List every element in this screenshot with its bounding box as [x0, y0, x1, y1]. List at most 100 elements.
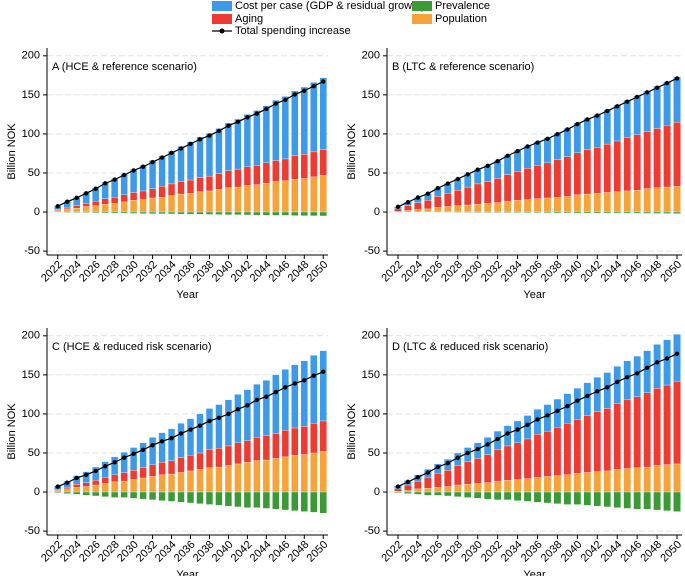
bar-segment	[196, 413, 204, 454]
x-tick-label: 2038	[191, 539, 217, 565]
bar-segment	[464, 211, 472, 213]
bar-segment	[82, 211, 90, 213]
bar-segment	[310, 211, 318, 216]
total-marker	[624, 375, 630, 380]
bar-segment	[215, 189, 223, 213]
bar-segment	[111, 211, 119, 214]
bar-segment	[404, 490, 412, 493]
bar-segment	[513, 479, 522, 493]
bar-segment	[623, 100, 631, 138]
bar-segment	[167, 460, 176, 475]
bar-segment	[673, 334, 681, 382]
x-tick-label: 2036	[519, 539, 545, 565]
bar-segment	[404, 484, 412, 491]
bar-segment	[291, 155, 299, 180]
total-marker	[245, 115, 250, 120]
total-marker	[545, 413, 550, 418]
total-marker	[273, 389, 279, 395]
total-marker	[65, 480, 70, 485]
x-tick-label: 2026	[419, 259, 445, 285]
total-marker	[131, 451, 136, 456]
legend-label: Total spending increase	[235, 25, 351, 37]
bar-segment	[253, 110, 261, 166]
bar-segment	[533, 141, 542, 166]
total-marker	[495, 436, 500, 442]
bar-segment	[454, 190, 462, 206]
total-marker	[405, 199, 411, 205]
bar-segment	[243, 440, 251, 463]
bar-segment	[272, 160, 280, 182]
bar-segment	[543, 137, 552, 163]
bar-segment	[149, 188, 157, 199]
total-marker	[112, 177, 117, 182]
total-marker	[465, 450, 470, 456]
bar-segment	[633, 355, 641, 397]
x-tick-label: 2034	[499, 539, 525, 565]
bar-segment	[434, 473, 442, 488]
total-marker	[575, 121, 580, 127]
bar-segment	[158, 462, 166, 476]
x-tick-label: 2032	[134, 539, 160, 565]
x-tick-label: 2030	[115, 259, 141, 285]
total-marker	[65, 199, 70, 204]
bar-segment	[262, 491, 270, 509]
bar-segment	[291, 179, 299, 213]
bar-segment	[215, 491, 223, 506]
bar-segment	[464, 491, 472, 498]
bar-segment	[215, 128, 223, 174]
total-marker	[615, 379, 620, 385]
bar-segment	[673, 211, 681, 214]
bar-segment	[310, 82, 318, 153]
bar-segment	[483, 454, 492, 483]
bar-segment	[573, 473, 582, 493]
bar-segment	[262, 459, 270, 493]
bar-segment	[300, 211, 308, 216]
y-tick-label: 0	[374, 486, 380, 498]
bar-segment	[583, 211, 592, 214]
bar-segment	[300, 154, 308, 179]
x-tick-label: 2028	[96, 539, 122, 565]
bar-segment	[543, 476, 552, 493]
bar-segment	[82, 486, 90, 493]
bar-segment	[404, 210, 412, 213]
total-marker	[674, 351, 680, 356]
bar-segment	[444, 470, 452, 487]
bar-segment	[186, 470, 195, 493]
total-marker	[197, 423, 203, 428]
bar-segment	[130, 491, 138, 499]
total-marker	[93, 186, 98, 191]
bar-segment	[224, 211, 232, 215]
total-marker	[102, 464, 108, 469]
bar-segment	[82, 482, 90, 487]
bar-segment	[319, 451, 327, 493]
bar-segment	[130, 479, 138, 493]
bar-segment	[464, 204, 472, 213]
bar-segment	[673, 380, 681, 465]
bar-segment	[434, 207, 442, 213]
bar-segment	[167, 183, 176, 196]
bar-segment	[281, 456, 289, 493]
bar-segment	[73, 491, 81, 495]
bar-segment	[272, 374, 280, 434]
bar-segment	[533, 198, 542, 213]
bar-segment	[513, 442, 522, 480]
bar-segment	[573, 194, 582, 213]
bar-segment	[82, 491, 90, 496]
bar-segment	[253, 491, 261, 508]
total-marker	[93, 468, 98, 474]
total-marker	[159, 155, 165, 160]
x-tick-label: 2050	[658, 539, 684, 565]
total-marker	[445, 181, 451, 186]
total-marker	[525, 422, 530, 428]
total-marker	[425, 470, 431, 475]
total-marker	[605, 108, 610, 114]
total-marker	[565, 403, 570, 409]
bar-segment	[533, 165, 542, 199]
total-marker	[445, 460, 451, 466]
bar-segment	[92, 200, 100, 206]
bar-segment	[73, 207, 81, 213]
bar-segment	[613, 403, 621, 470]
total-marker	[455, 176, 460, 182]
bar-segment	[643, 211, 651, 214]
bar-segment	[281, 158, 289, 181]
